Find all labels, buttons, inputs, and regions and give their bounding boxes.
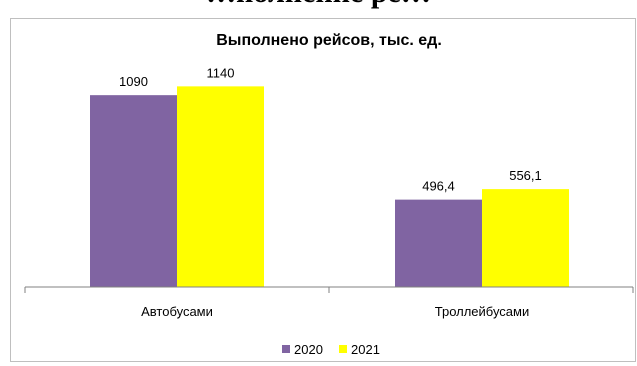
chart-title: Выполнено рейсов, тыс. ед. [216,32,442,49]
data-labels-group: 1090 1140 496,4 556,1 [119,65,542,193]
category-label-trolleybuses: Троллейбусами [435,304,530,319]
legend-label-2020: 2020 [294,342,323,357]
data-label-trolleybuses-2021: 556,1 [509,168,542,183]
data-label-buses-2021: 1140 [207,65,235,80]
data-label-trolleybuses-2020: 496,4 [422,179,455,194]
chart-container: Выполнено рейсов, тыс. ед. 1090 1140 496,4… [10,18,636,362]
legend-swatch-2021 [339,345,347,353]
bar-buses-2021 [177,86,264,287]
page-heading-fragment: …полнение ре… [0,0,637,18]
data-label-buses-2020: 1090 [119,74,148,89]
legend-swatch-2020 [282,345,290,353]
legend-label-2021: 2021 [351,342,380,357]
bar-buses-2020 [90,95,177,287]
bar-trolleybuses-2020 [395,199,482,287]
bars-group [90,86,569,287]
category-label-buses: Автобусами [141,304,213,319]
bar-chart: Выполнено рейсов, тыс. ед. 1090 1140 496,4… [24,32,634,357]
legend: 2020 2021 [282,342,380,357]
bar-trolleybuses-2021 [482,189,569,287]
page-heading-text: …полнение ре… [0,0,637,10]
